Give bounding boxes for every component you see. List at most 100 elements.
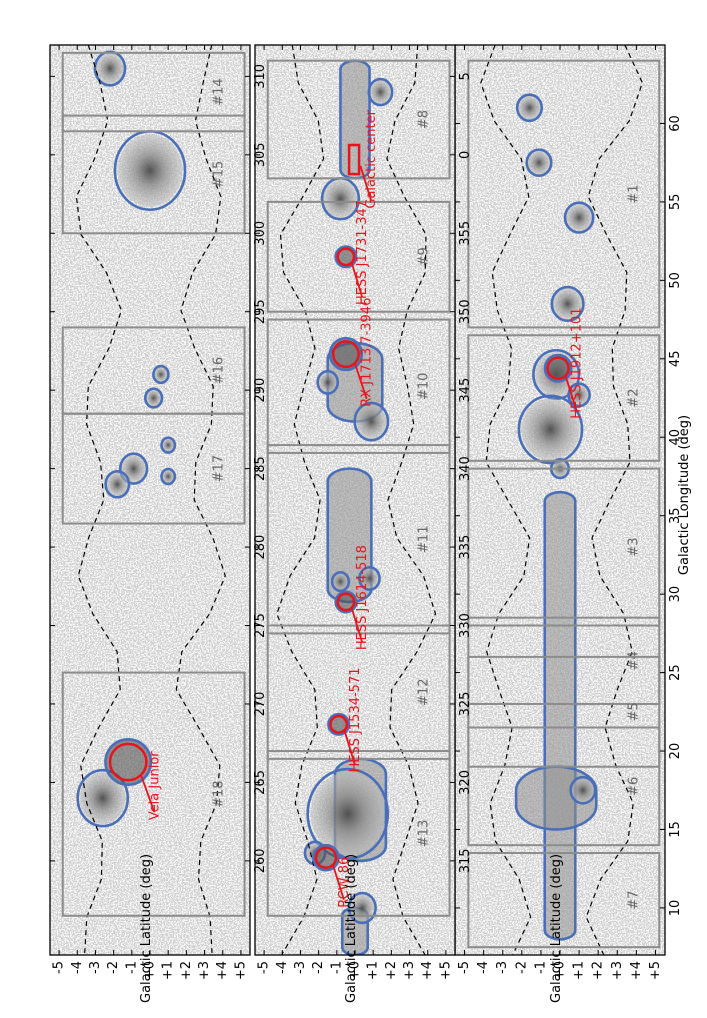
lon-tick-label: 45 [668, 351, 683, 368]
source-leader-0 [564, 375, 578, 411]
source-leader-5 [332, 864, 345, 900]
x-axis-label: Galactic Longitude (deg) [677, 415, 692, 575]
emission-blob-contour-8 [76, 768, 130, 828]
emission-blob-contour-0 [367, 77, 394, 107]
roi-box-7 [467, 852, 661, 949]
lon-tick-label: 335 [458, 535, 473, 560]
exposure-boundary-low [75, 45, 123, 955]
roi-box-8 [266, 59, 451, 180]
source-leader-1 [350, 262, 363, 298]
emission-blob-contour-8 [347, 891, 377, 925]
emission-blob-contour-3 [316, 369, 340, 395]
emission-blob-1 [527, 150, 551, 175]
lat-tick-label: +4 [629, 961, 644, 980]
source-circle-0 [108, 742, 148, 782]
roi-box-1 [467, 59, 661, 329]
lon-tick-label: 295 [253, 299, 268, 324]
emission-band-contour-0 [543, 490, 577, 941]
roi-label-14: #14 [212, 78, 227, 105]
roi-box-10 [266, 318, 451, 454]
lat-tick-label: -3 [495, 961, 510, 974]
exposure-boundary-high [175, 45, 226, 955]
emission-blob-1 [323, 179, 358, 218]
exposure-boundary-low [480, 45, 532, 955]
roi-box-5 [467, 655, 661, 768]
roi-box-12 [266, 624, 451, 760]
emission-blob-5 [106, 472, 129, 497]
source-leader-3 [350, 607, 363, 643]
roi-label-6: #6 [626, 777, 641, 796]
lat-tick-label: +2 [179, 961, 194, 980]
lat-tick-label: -4 [70, 961, 85, 974]
y-axis-label: Galactic Latitude (deg) [344, 854, 359, 1003]
lon-tick-label: 330 [458, 613, 473, 638]
lon-tick-label: 270 [253, 692, 268, 717]
emission-blob-6 [521, 398, 580, 461]
source-circle-5 [314, 846, 338, 869]
roi-box-15 [61, 114, 246, 235]
source-circle-0 [546, 356, 570, 380]
emission-blob-contour-6 [517, 394, 584, 465]
roi-label-16: #16 [212, 357, 227, 384]
roi-label-10: #10 [417, 373, 432, 400]
source-label-hess-j1534-571: HESS J1534-571 [348, 667, 363, 772]
roi-label-8: #8 [417, 110, 432, 129]
lat-tick-label: -5 [52, 961, 67, 974]
panel-plot-area: #1 #2 #3 #4 #5 #6 #7 HESS J1912+101 [455, 45, 665, 955]
lat-tick-label: +5 [233, 961, 248, 980]
roi-box-6 [467, 726, 661, 847]
lat-tick-label: -1 [533, 961, 548, 974]
emission-blob-5 [332, 572, 349, 591]
lat-tick-label: -3 [88, 961, 103, 974]
roi-box-3 [467, 467, 661, 627]
lat-tick-label: +2 [591, 961, 606, 980]
roi-label-9: #9 [417, 247, 432, 266]
lon-tick-label: 345 [458, 378, 473, 403]
roi-label-2: #2 [626, 388, 641, 407]
exposure-boundary-high [386, 45, 437, 955]
emission-blob-0 [96, 53, 124, 85]
emission-blob-3 [145, 389, 162, 407]
lon-tick-label: 350 [458, 299, 473, 324]
lon-tick-label: 20 [668, 743, 683, 760]
lat-tick-label: -5 [457, 961, 472, 974]
source-label-hess-j1614-518: HESS J1614-518 [355, 545, 370, 650]
emission-blob-contour-8 [569, 775, 597, 805]
emission-blob-8 [79, 772, 126, 824]
lon-tick-label: 25 [668, 664, 683, 681]
lon-tick-label: 35 [668, 507, 683, 524]
roi-label-17: #17 [212, 455, 227, 482]
source-box-0 [347, 143, 361, 176]
roi-box-9 [266, 200, 451, 313]
roi-label-15: #15 [212, 161, 227, 188]
exposure-boundary-low [276, 45, 325, 955]
lat-tick-label: +0 [143, 961, 158, 980]
lon-tick-label: 315 [458, 848, 473, 873]
roi-label-13: #13 [417, 820, 432, 847]
lon-tick-label: 280 [253, 535, 268, 560]
emission-blob-contour-4 [532, 348, 581, 401]
source-leader-2 [353, 362, 368, 400]
panel-plot-area: #14 #15 #16 #17 #18 Vela Junior [50, 45, 250, 955]
emission-blob-1 [117, 134, 183, 207]
lon-tick-label: 325 [458, 692, 473, 717]
emission-band-2 [327, 468, 372, 602]
roi-label-12: #12 [417, 678, 432, 705]
lon-tick-label: 15 [668, 821, 683, 838]
source-leader-0 [359, 165, 373, 201]
lon-tick-label: 310 [253, 64, 268, 89]
source-leader-4 [343, 729, 356, 765]
emission-blob-0 [518, 95, 541, 120]
roi-box-13 [266, 750, 451, 917]
source-emission-0 [543, 353, 573, 383]
emission-blob-contour-2 [353, 401, 390, 442]
emission-blob-contour-4 [358, 565, 381, 591]
lat-tick-label: -4 [476, 961, 491, 974]
emission-blob-3 [553, 288, 583, 320]
lon-tick-label: 40 [668, 429, 683, 446]
lat-tick-label: -3 [293, 961, 308, 974]
emission-blob-6 [310, 772, 385, 856]
